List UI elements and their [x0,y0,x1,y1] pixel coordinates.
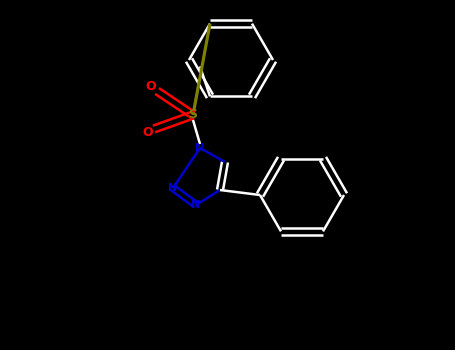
Text: N: N [168,183,177,193]
Text: O: O [143,126,153,140]
Text: N: N [192,200,201,210]
Text: O: O [146,80,157,93]
Text: N: N [195,143,205,153]
Text: S: S [188,108,197,121]
